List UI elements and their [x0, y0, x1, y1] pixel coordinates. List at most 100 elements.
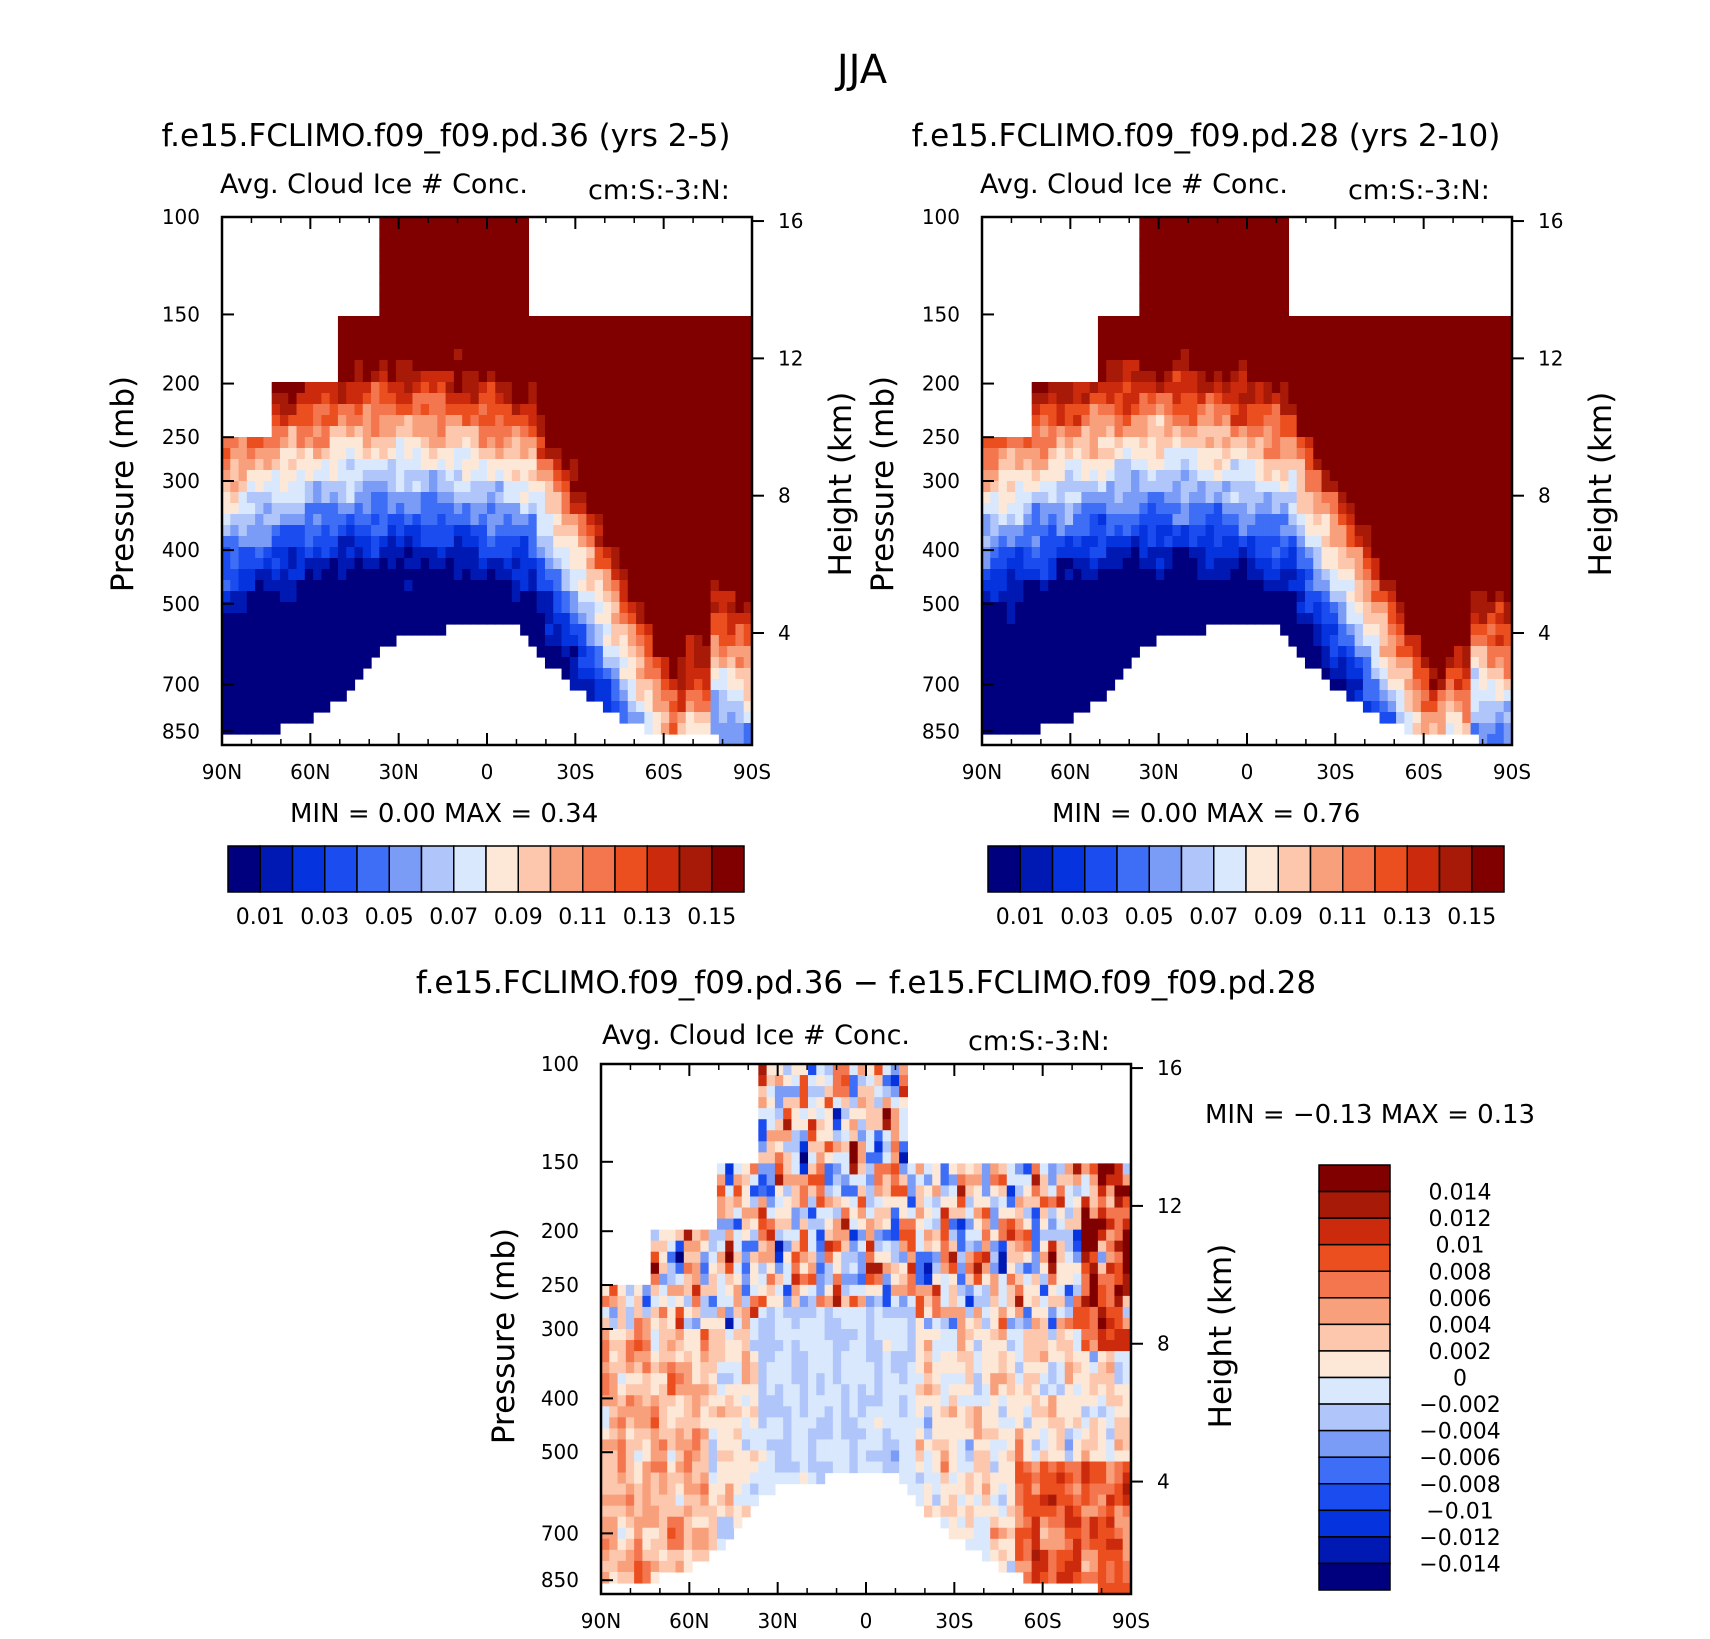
field-cell [1338, 558, 1347, 570]
field-cell [362, 426, 372, 438]
field-cell [683, 1494, 693, 1507]
field-cell [702, 547, 712, 559]
field-cell [1213, 580, 1223, 592]
field-cell [271, 536, 281, 548]
field-cell [1205, 283, 1215, 295]
field-cell [1222, 569, 1232, 581]
field-cell [478, 536, 488, 548]
field-cell [520, 316, 530, 328]
field-cell [650, 1428, 660, 1441]
field-cell [611, 316, 621, 328]
field-cell [669, 393, 679, 405]
field-cell [395, 481, 405, 493]
field-cell [1081, 657, 1091, 669]
field-cell [1230, 525, 1240, 537]
field-cell [1197, 481, 1207, 493]
field-cell [544, 514, 554, 526]
field-cell [304, 591, 314, 603]
field-cell [495, 481, 505, 493]
field-cell [1147, 217, 1157, 229]
field-cell [1304, 558, 1314, 570]
field-cell [279, 580, 289, 592]
field-cell [346, 426, 356, 438]
field-cell [658, 1329, 668, 1341]
field-cell [727, 349, 737, 361]
field-cell [694, 514, 703, 526]
field-cell [520, 250, 530, 262]
field-cell [1487, 360, 1497, 372]
field-cell [1222, 360, 1232, 372]
field-cell [404, 569, 414, 581]
field-cell [1147, 547, 1157, 559]
field-cell [1238, 591, 1248, 603]
field-cell [1280, 492, 1290, 504]
field-cell [304, 558, 314, 570]
field-cell [619, 459, 629, 471]
field-cell [1073, 393, 1082, 405]
field-cell [1230, 602, 1240, 614]
field-cell [453, 536, 463, 548]
field-cell [553, 360, 563, 372]
field-cell [437, 514, 447, 526]
field-cell [1064, 415, 1074, 427]
field-cell [296, 668, 306, 680]
field-cell [478, 283, 488, 295]
field-cell [1354, 580, 1364, 592]
field-cell [1006, 448, 1016, 460]
field-cell [1338, 481, 1347, 493]
field-cell [429, 525, 438, 537]
field-cell [1039, 558, 1049, 570]
field-cell [1180, 514, 1190, 526]
field-cell [601, 1494, 610, 1507]
x-tick-label: 60S [645, 760, 683, 784]
field-cell [1039, 547, 1049, 559]
field-cell [636, 514, 645, 526]
field-cell [1106, 437, 1116, 449]
field-cell [1048, 569, 1058, 581]
field-cell [743, 437, 753, 449]
field-cell [586, 657, 596, 669]
field-cell [1180, 272, 1190, 284]
field-cell [1362, 503, 1372, 515]
field-cell [1329, 371, 1339, 383]
field-cell [683, 1251, 693, 1264]
field-cell [1205, 305, 1215, 317]
field-cell [594, 349, 604, 361]
field-cell [487, 327, 496, 339]
field-cell [636, 536, 645, 548]
field-cell [677, 635, 687, 647]
field-cell [1321, 668, 1331, 680]
field-cell [1122, 525, 1132, 537]
field-cell [379, 415, 389, 427]
field-cell [1313, 393, 1323, 405]
field-cell [660, 690, 670, 702]
field-cell [619, 536, 629, 548]
field-cell [611, 690, 621, 702]
field-cell [1288, 426, 1298, 438]
field-cell [1139, 239, 1149, 251]
field-cell [1097, 569, 1107, 581]
field-cell [594, 404, 604, 416]
field-cell [658, 1560, 668, 1573]
field-cell [222, 646, 231, 658]
field-cell [1329, 448, 1339, 460]
field-cell [1387, 459, 1397, 471]
field-cell [395, 327, 405, 339]
field-cell [1172, 305, 1182, 317]
field-cell [1048, 613, 1058, 625]
field-cell [1354, 481, 1364, 493]
field-cell [1213, 250, 1223, 262]
field-cell [998, 712, 1008, 724]
field-cell [1139, 459, 1149, 471]
field-cell [1412, 448, 1422, 460]
field-cell [683, 1240, 693, 1253]
field-cell [694, 547, 703, 559]
field-cell [379, 239, 389, 251]
field-cell [1304, 646, 1314, 658]
field-cell [1462, 525, 1472, 537]
field-cell [1222, 503, 1232, 515]
field-cell [1089, 393, 1099, 405]
field-cell [296, 393, 306, 405]
field-cell [296, 525, 306, 537]
field-cell [1454, 503, 1463, 515]
